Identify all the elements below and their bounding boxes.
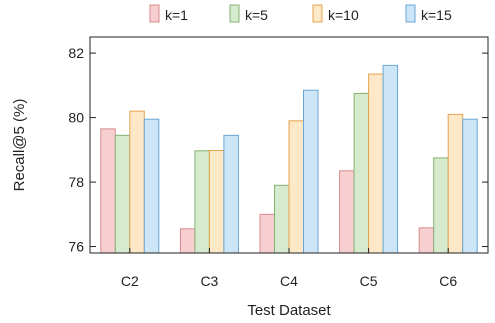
bar-k10-C6 bbox=[447, 113, 464, 254]
legend-label: k=10 bbox=[328, 7, 359, 23]
bar-k1-C4 bbox=[259, 213, 275, 254]
legend-label: k=15 bbox=[421, 7, 452, 23]
y-axis: 76 78 80 82 bbox=[68, 45, 488, 255]
x-tick-label: C4 bbox=[280, 273, 298, 289]
legend-swatch bbox=[229, 4, 240, 23]
bar-k10-C4 bbox=[288, 120, 304, 254]
bar-k15-C6 bbox=[462, 118, 478, 254]
bar-k5-C5 bbox=[353, 92, 370, 254]
bar-k5-C6 bbox=[433, 157, 449, 254]
bar-k15-C2 bbox=[143, 118, 160, 254]
y-tick-label: 80 bbox=[68, 110, 84, 126]
legend-label: k=5 bbox=[245, 7, 268, 23]
x-axis: C2 C3 C4 C5 C6 bbox=[121, 248, 457, 289]
bar-k5-C3 bbox=[194, 150, 210, 254]
bar-k5-C2 bbox=[114, 134, 131, 254]
legend-label: k=1 bbox=[165, 7, 188, 23]
legend-swatch bbox=[405, 4, 416, 23]
legend: k=1 k=5 k=10 k=15 bbox=[149, 4, 452, 23]
bars bbox=[100, 64, 478, 254]
x-tick-label: C6 bbox=[439, 273, 457, 289]
y-tick-label: 82 bbox=[68, 45, 84, 61]
bar-k10-C3 bbox=[208, 149, 225, 254]
bar-k15-C5 bbox=[382, 64, 399, 254]
bar-k10-C5 bbox=[368, 73, 384, 254]
y-axis-title: Recall@5 (%) bbox=[11, 99, 28, 192]
y-tick-label: 78 bbox=[68, 174, 84, 190]
y-tick-label: 76 bbox=[68, 239, 84, 255]
bar-k10-C2 bbox=[129, 110, 145, 254]
legend-swatch bbox=[149, 4, 160, 23]
x-tick-label: C3 bbox=[200, 273, 218, 289]
bar-k5-C4 bbox=[274, 184, 290, 254]
legend-swatch bbox=[312, 4, 323, 23]
bar-k1-C6 bbox=[418, 227, 435, 254]
bar-k15-C4 bbox=[303, 89, 319, 254]
bar-k1-C3 bbox=[179, 228, 196, 254]
bar-k1-C5 bbox=[339, 170, 355, 254]
bar-k15-C3 bbox=[223, 134, 239, 254]
x-tick-label: C5 bbox=[360, 273, 378, 289]
x-axis-title: Test Dataset bbox=[247, 302, 331, 319]
x-tick-label: C2 bbox=[121, 273, 139, 289]
bar-k1-C2 bbox=[100, 128, 116, 254]
